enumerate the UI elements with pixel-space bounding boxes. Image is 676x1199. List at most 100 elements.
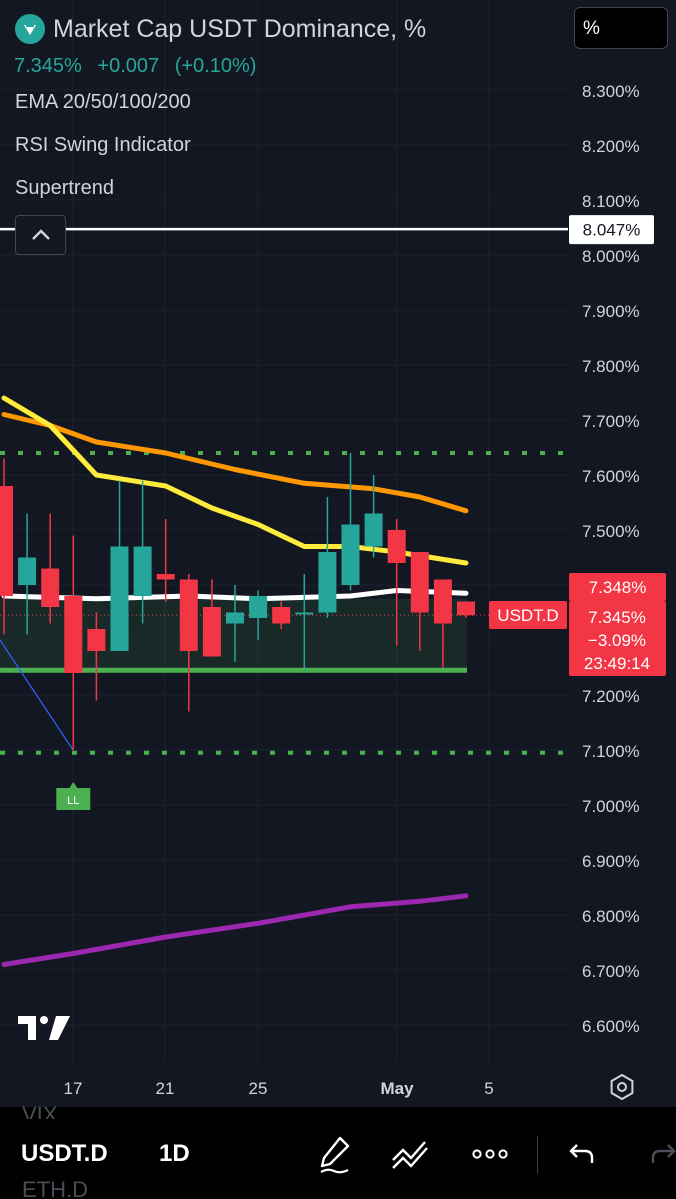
price-tick-label: 7.100% — [582, 742, 640, 761]
candle-down — [410, 552, 429, 651]
hline-price-tag-text: 8.047% — [583, 221, 641, 240]
draw-pencil-icon[interactable] — [318, 1135, 354, 1175]
candle-body — [0, 486, 13, 596]
price-tick-label: 7.600% — [582, 467, 640, 486]
indicator-rsi-swing[interactable]: RSI Swing Indicator — [15, 134, 191, 156]
candle-body — [41, 568, 60, 607]
settings-gear-icon[interactable] — [609, 1074, 635, 1100]
price-labels: LL 8.047% 7.348% USDT.D 7.345% −3.09% 23:49:14 — [56, 215, 666, 810]
time-tick-label: May — [380, 1079, 414, 1098]
chart-header: Market Cap USDT Dominance, % — [15, 14, 426, 44]
candle-up — [226, 585, 244, 662]
chevron-up-icon — [31, 229, 50, 240]
candle-up — [18, 513, 37, 635]
toolbar-separator — [537, 1136, 538, 1174]
price-tick-label: 7.700% — [582, 412, 640, 431]
candle-body — [64, 596, 83, 673]
candle-down — [87, 612, 106, 701]
price-tick-label: 7.900% — [582, 302, 640, 321]
next-symbol[interactable]: ETH.D — [22, 1181, 88, 1199]
price-tick-label: 8.000% — [582, 247, 640, 266]
candle-body — [433, 579, 452, 624]
candle-up — [110, 480, 129, 651]
redo-icon[interactable] — [650, 1143, 676, 1165]
symbol-tag-bg — [489, 601, 567, 629]
price-chart[interactable]: 8.300% 8.200% 8.100% 8.000% 7.900% 7.800% 7.70… — [0, 0, 676, 1107]
indicator-supertrend[interactable]: Supertrend — [15, 177, 114, 199]
candle-body — [272, 607, 291, 624]
price-change: +0.007 — [97, 55, 160, 77]
prev-close-tag: 7.348% — [569, 573, 666, 601]
candle-up — [249, 590, 268, 640]
time-tick-label: 25 — [249, 1079, 268, 1098]
price-tick-label: 6.600% — [582, 1017, 640, 1036]
last-price: 7.345% — [14, 55, 82, 77]
candle-body — [295, 612, 314, 615]
swing-label-ll: LL — [56, 782, 91, 810]
candle-down — [457, 601, 475, 618]
interval-selector[interactable]: 1D — [159, 1140, 190, 1167]
candle-body — [18, 557, 37, 585]
trend-line-icon[interactable] — [391, 1138, 431, 1170]
price-tick-label: 8.300% — [582, 82, 640, 101]
candle-down — [272, 601, 291, 629]
last-price-value: 7.345% — [588, 608, 646, 627]
price-tick-label: 6.900% — [582, 852, 640, 871]
indicator-ema[interactable]: EMA 20/50/100/200 — [15, 91, 191, 113]
price-tick-label: 8.200% — [582, 137, 640, 156]
time-tick-label: 17 — [64, 1079, 83, 1098]
symbol-tag: USDT.D — [489, 601, 567, 629]
hline-price-tag-bg — [569, 215, 654, 245]
vertical-grid — [72, 0, 490, 1062]
price-tick-label: 7.500% — [582, 522, 640, 541]
price-tick-label: 7.200% — [582, 687, 640, 706]
candles — [0, 453, 475, 750]
more-options-icon[interactable] — [472, 1146, 508, 1162]
hline-price-tag: 8.047% — [569, 215, 654, 245]
candle-down — [156, 519, 175, 602]
candle-up — [295, 574, 314, 673]
collapse-legend-button[interactable] — [15, 215, 66, 255]
candle-body — [156, 574, 175, 580]
candle-up — [133, 480, 152, 624]
scale-mode-button[interactable]: % — [574, 7, 668, 49]
candle-down — [202, 579, 221, 657]
symbol-selector[interactable]: USDT.D — [21, 1140, 108, 1167]
candle-body — [318, 552, 337, 613]
horizontal-grid — [0, 89, 568, 1026]
candle-body — [249, 596, 268, 618]
candle-down — [387, 519, 406, 646]
price-change-pct: (+0.10%) — [174, 55, 257, 77]
time-tick-label: 21 — [156, 1079, 175, 1098]
last-price-change: −3.09% — [588, 631, 646, 650]
candle-body — [410, 552, 429, 613]
bar-countdown: 23:49:14 — [584, 654, 650, 673]
tether-logo-icon — [15, 14, 45, 44]
symbol-tag-text: USDT.D — [497, 606, 558, 625]
quote-line: 7.345% +0.007 (+0.10%) — [14, 55, 266, 78]
swing-trend-line — [0, 639, 74, 751]
candle-down — [64, 535, 83, 750]
last-price-tag-bg — [569, 601, 666, 676]
candle-body — [457, 601, 475, 616]
price-tick-label: 6.700% — [582, 962, 640, 981]
candle-up — [318, 497, 337, 618]
price-tick-label: 7.800% — [582, 357, 640, 376]
candle-down — [433, 579, 452, 668]
swing-label-box — [56, 782, 91, 810]
candle-down — [41, 513, 60, 624]
candle-body — [87, 629, 106, 651]
ema100-line — [1, 412, 469, 514]
candle-body — [179, 579, 198, 651]
candle-body — [202, 607, 221, 657]
candle-body — [110, 546, 129, 651]
undo-icon[interactable] — [569, 1143, 595, 1165]
candle-body — [226, 612, 244, 624]
time-tick-label: 5 — [484, 1079, 493, 1098]
bottom-toolbar — [0, 1107, 676, 1199]
time-axis: 17 21 25 May 5 — [64, 1079, 494, 1098]
swing-label-text: LL — [67, 795, 79, 807]
ema200-line — [1, 893, 469, 967]
prev-close-tag-bg — [569, 573, 666, 601]
prev-symbol[interactable]: VIX — [22, 1102, 58, 1119]
